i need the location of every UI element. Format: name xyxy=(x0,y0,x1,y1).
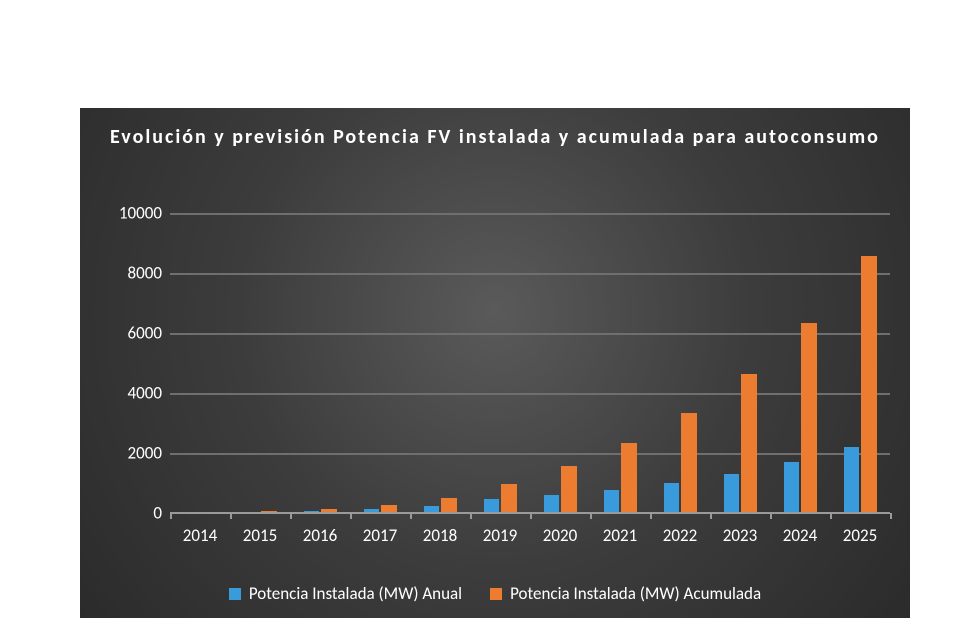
legend-label: Potencia Instalada (MW) Acumulada xyxy=(510,583,761,604)
bar xyxy=(604,490,620,513)
ytick-label: 6000 xyxy=(128,323,162,344)
xtick-mark xyxy=(770,513,772,519)
bar xyxy=(501,484,517,513)
chart-frame: Evolución y previsión Potencia FV instal… xyxy=(80,108,910,618)
xtick-label: 2015 xyxy=(243,525,277,546)
bar xyxy=(741,374,757,513)
bar xyxy=(844,447,860,513)
legend-item: Potencia Instalada (MW) Acumulada xyxy=(490,583,761,604)
xtick-mark xyxy=(290,513,292,519)
xtick-mark xyxy=(710,513,712,519)
bar xyxy=(724,474,740,513)
bar xyxy=(664,483,680,513)
ytick-label: 10000 xyxy=(119,203,162,224)
bar xyxy=(621,443,637,513)
bar xyxy=(441,498,457,513)
xtick-mark xyxy=(410,513,412,519)
xtick-label: 2017 xyxy=(363,525,397,546)
xtick-mark xyxy=(350,513,352,519)
xtick-mark xyxy=(170,513,172,519)
bar xyxy=(861,256,877,513)
xtick-mark xyxy=(530,513,532,519)
ytick-label: 2000 xyxy=(128,443,162,464)
bar xyxy=(801,323,817,513)
xtick-mark xyxy=(650,513,652,519)
xtick-label: 2014 xyxy=(183,525,217,546)
xtick-label: 2024 xyxy=(783,525,817,546)
ytick-label: 4000 xyxy=(128,383,162,404)
page: Evolución y previsión Potencia FV instal… xyxy=(0,0,963,642)
bar xyxy=(561,466,577,513)
xtick-mark xyxy=(890,513,892,519)
xtick-mark xyxy=(590,513,592,519)
bar xyxy=(784,462,800,513)
legend-item: Potencia Instalada (MW) Anual xyxy=(229,583,462,604)
legend-swatch xyxy=(490,588,502,600)
xtick-label: 2016 xyxy=(303,525,337,546)
chart-title: Evolución y previsión Potencia FV instal… xyxy=(80,108,910,151)
xtick-label: 2018 xyxy=(423,525,457,546)
xtick-label: 2022 xyxy=(663,525,697,546)
xtick-label: 2025 xyxy=(843,525,877,546)
ytick-label: 8000 xyxy=(128,263,162,284)
xtick-label: 2020 xyxy=(543,525,577,546)
plot-area: 0200040006000800010000 20142015201620172… xyxy=(170,213,890,513)
xtick-label: 2023 xyxy=(723,525,757,546)
bar xyxy=(681,413,697,513)
xtick-label: 2021 xyxy=(603,525,637,546)
legend-swatch xyxy=(229,588,241,600)
xtick-mark xyxy=(830,513,832,519)
xtick-mark xyxy=(470,513,472,519)
bars-layer xyxy=(170,213,890,513)
xtick-mark xyxy=(230,513,232,519)
legend-label: Potencia Instalada (MW) Anual xyxy=(249,583,462,604)
legend: Potencia Instalada (MW) Anual Potencia In… xyxy=(80,583,910,604)
bar xyxy=(544,495,560,513)
xtick-label: 2019 xyxy=(483,525,517,546)
ytick-label: 0 xyxy=(153,503,162,524)
bar xyxy=(484,499,500,513)
